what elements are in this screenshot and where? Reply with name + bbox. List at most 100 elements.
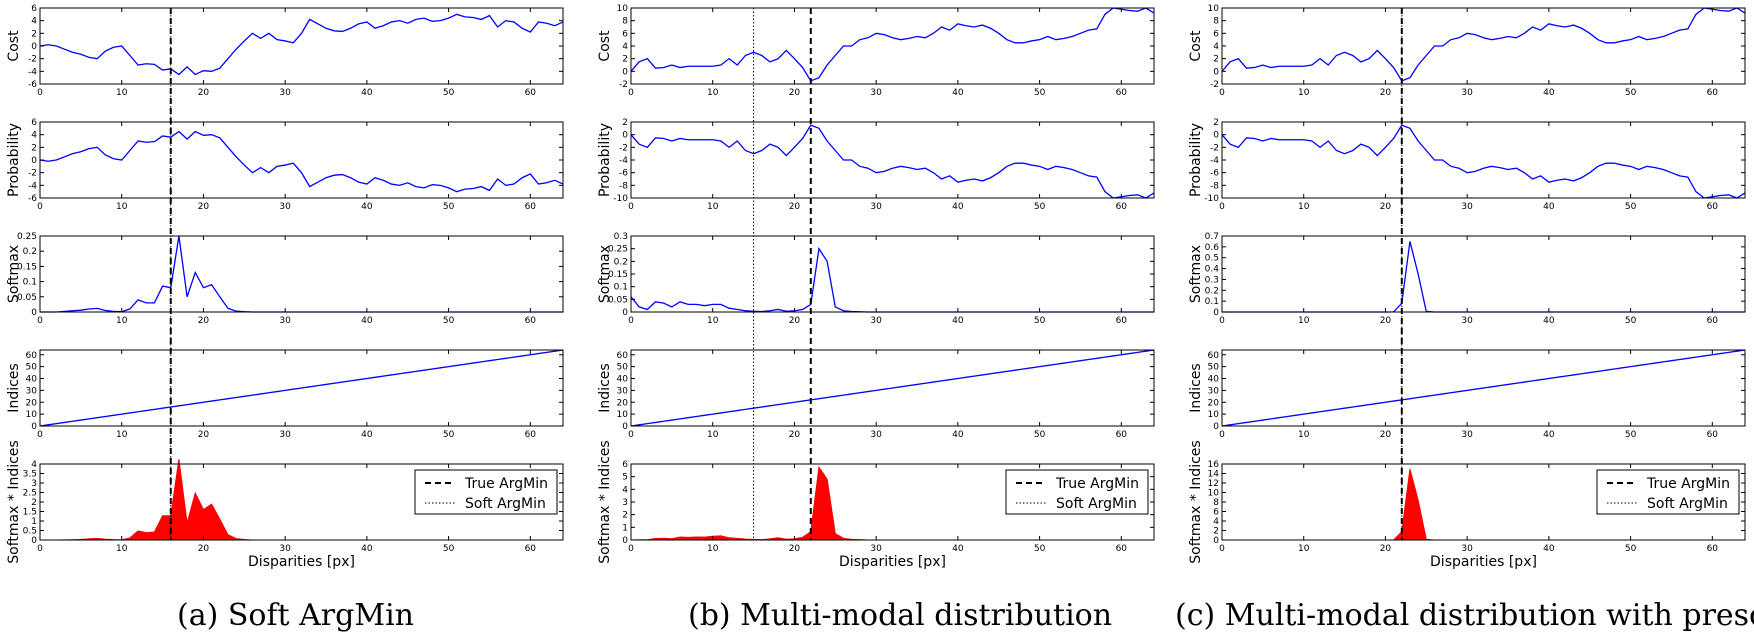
x-tick-label: 20 [198,316,210,326]
y-axis-label: Indices [6,363,22,412]
y-axis-label: Softmax * Indices [597,440,613,563]
series-line [630,7,1155,82]
y-tick-label: 2 [622,118,628,128]
y-tick-label: 0.2 [1205,286,1219,296]
y-tick-label: 4 [622,485,628,495]
y-tick-label: 40 [617,375,629,385]
y-tick-label: 20 [26,398,38,408]
y-tick-label: 6 [1213,508,1219,518]
y-tick-label: -4 [1210,156,1219,166]
y-tick-label: 0.15 [17,262,37,272]
x-tick-label: 10 [707,316,719,326]
caption-a: (a) Soft ArgMin [177,598,414,633]
y-tick-label: 4 [31,17,37,27]
x-tick-label: 20 [789,88,801,98]
y-tick-label: 0 [31,42,37,52]
y-tick-label: 50 [26,363,38,373]
legend-true-label: True ArgMin [1055,476,1139,492]
x-tick-label: 0 [1219,430,1225,440]
legend-box [1005,469,1149,515]
x-tick-label: 10 [1298,430,1310,440]
y-tick-label: 0 [622,422,628,432]
y-tick-label: 10 [617,4,629,14]
y-tick-label: 50 [617,363,629,373]
x-tick-label: 60 [1116,544,1128,554]
y-tick-label: -6 [28,80,37,90]
x-tick-label: 40 [952,544,964,554]
x-tick-label: 30 [1461,544,1473,554]
x-tick-label: 0 [1219,316,1225,326]
y-tick-label: 0 [1213,422,1219,432]
y-tick-label: -2 [619,80,628,90]
x-tick-label: 60 [525,202,537,212]
x-tick-label: 40 [1543,316,1555,326]
y-axis-label: Indices [597,363,613,412]
y-tick-label: 6 [31,118,37,128]
y-tick-label: 2 [622,511,628,521]
y-tick-label: 0.1 [1205,297,1219,307]
y-tick-label: -10 [613,194,628,204]
y-tick-label: 6 [1213,29,1219,39]
y-tick-label: 0.5 [1205,254,1219,264]
y-tick-label: 0 [622,536,628,546]
x-tick-label: 60 [1116,430,1128,440]
subplot-probability: 0 10 20 30 40 50 60 -6 -4 -2 0 2 4 6 Probability [6,118,564,212]
y-tick-label: 0.05 [17,293,37,303]
subplot-probability: 0 10 20 30 40 50 60 -10 -8 -6 -4 -2 0 2 Probability [597,118,1155,212]
y-tick-label: 12 [1208,479,1219,489]
axes-frame [1221,349,1746,427]
y-tick-label: 2 [1213,527,1219,537]
y-tick-label: 0.5 [23,527,37,537]
x-tick-label: 40 [952,202,964,212]
series-line [1221,124,1746,199]
y-tick-label: 0.1 [23,278,37,288]
x-tick-label: 0 [37,316,43,326]
legend-box [1596,469,1740,515]
y-tick-label: 0.2 [23,247,37,257]
x-tick-label: 50 [1625,544,1637,554]
x-tick-label: 0 [628,316,634,326]
y-tick-label: 2 [31,498,37,508]
x-tick-label: 10 [1298,316,1310,326]
y-tick-label: 14 [1208,470,1220,480]
x-tick-label: 20 [198,430,210,440]
y-tick-label: 40 [1208,375,1220,385]
y-tick-label: 0 [622,131,628,141]
y-tick-label: 6 [622,29,628,39]
x-tick-label: 50 [1625,88,1637,98]
x-tick-label: 30 [279,88,291,98]
x-tick-label: 60 [1707,316,1719,326]
y-axis-label: Softmax [6,245,22,303]
x-tick-label: 30 [870,430,882,440]
y-tick-label: 60 [26,351,38,361]
x-tick-label: 10 [707,544,719,554]
x-tick-label: 0 [1219,544,1225,554]
x-tick-label: 0 [628,202,634,212]
x-tick-label: 50 [1625,202,1637,212]
x-tick-label: 30 [279,430,291,440]
subplot-softmax: 0 10 20 30 40 50 60 00.10.20.30.40.50.60.7Softm… [1188,232,1746,326]
x-tick-label: 0 [1219,88,1225,98]
y-tick-label: -4 [619,156,628,166]
x-tick-label: 20 [198,88,210,98]
y-tick-label: 0.1 [614,283,628,293]
series-line [630,246,1154,313]
subplot-cost: 0 10 20 30 40 50 60 -6 -4 -2 0 2 4 6 Cost [6,4,564,98]
y-tick-label: -8 [1210,181,1219,191]
y-tick-label: 0.15 [608,270,628,280]
y-axis-label: Probability [6,123,22,197]
y-tick-label: 0.05 [608,295,628,305]
x-tick-label: 40 [361,430,373,440]
x-tick-label: 10 [1298,202,1310,212]
y-tick-label: -8 [619,181,628,191]
y-axis-label: Probability [1188,123,1204,197]
x-tick-label: 20 [789,544,801,554]
series-line [40,235,563,313]
x-tick-label: 0 [37,544,43,554]
legend-true-label: True ArgMin [1646,476,1730,492]
y-tick-label: -2 [619,143,628,153]
subplot-softmax: 0 10 20 30 40 50 60 0 0.05 0.1 0.15 0.2 0.25 0.3Softm… [597,232,1155,326]
